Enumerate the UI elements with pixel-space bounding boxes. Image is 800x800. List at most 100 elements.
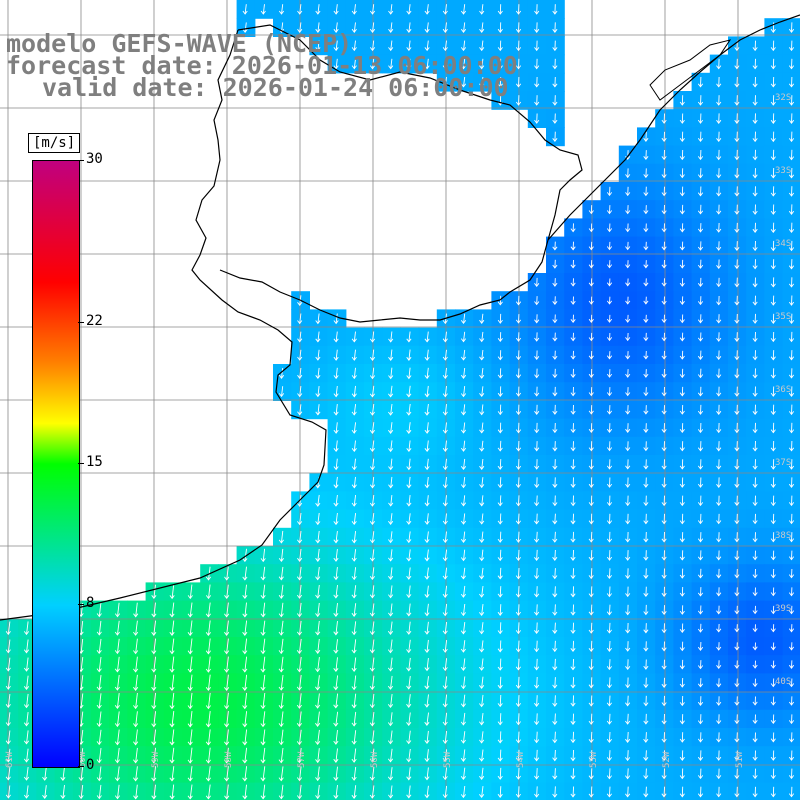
wind-arrow — [369, 331, 376, 343]
wind-arrow — [296, 638, 302, 655]
wind-arrow — [151, 747, 157, 764]
colorbar-tick-mark — [78, 160, 84, 161]
wind-arrow — [406, 440, 412, 453]
wind-arrow — [643, 241, 649, 251]
coastline-path — [0, 29, 327, 621]
wind-arrow — [679, 168, 685, 179]
wind-arrow — [333, 313, 339, 325]
title-valid-date: valid date: 2026-01-24 06:00:00 — [42, 73, 509, 102]
wind-arrow — [497, 749, 503, 762]
wind-arrow — [442, 4, 448, 15]
wind-arrow — [351, 349, 357, 361]
wind-arrow — [205, 674, 211, 692]
wind-arrow — [315, 784, 321, 800]
wind-arrow — [315, 584, 321, 599]
wind-arrow — [788, 477, 795, 488]
wind-arrow — [679, 149, 685, 161]
wind-arrow — [515, 4, 522, 15]
wind-arrow — [588, 387, 594, 397]
wind-arrow — [242, 729, 248, 746]
wind-arrow — [406, 403, 412, 416]
wind-arrow — [497, 313, 503, 324]
wind-arrow — [752, 477, 758, 488]
wind-arrow — [552, 422, 558, 434]
wind-arrow — [351, 585, 357, 599]
wind-arrow — [497, 332, 503, 343]
wind-arrow — [552, 314, 558, 324]
wind-arrow — [734, 241, 740, 252]
wind-arrow — [770, 422, 776, 434]
wind-arrow — [770, 768, 776, 780]
colorbar-tick-mark — [78, 463, 84, 464]
wind-arrow — [242, 711, 248, 728]
wind-arrow — [788, 587, 795, 597]
wind-arrow — [187, 602, 193, 618]
wind-arrow — [734, 76, 740, 88]
wind-arrow — [388, 458, 394, 471]
wind-arrow — [788, 113, 795, 124]
wind-arrow — [460, 603, 466, 617]
wind-arrow — [278, 729, 284, 746]
wind-arrow — [606, 223, 613, 233]
wind-arrow — [479, 786, 485, 799]
wind-arrow — [679, 204, 685, 215]
wind-arrow — [643, 459, 649, 470]
wind-arrow — [5, 748, 11, 763]
wind-arrow — [333, 494, 339, 507]
wind-arrow — [697, 422, 704, 434]
wind-arrow — [788, 368, 795, 379]
wind-arrow — [479, 658, 485, 671]
wind-arrow — [387, 694, 394, 709]
wind-arrow — [534, 76, 540, 88]
wind-arrow — [278, 656, 284, 673]
wind-arrow — [588, 223, 594, 233]
wind-arrow — [78, 766, 84, 782]
wind-arrow — [643, 223, 649, 233]
wind-arrow — [424, 349, 430, 361]
wind-arrow — [479, 458, 485, 470]
wind-arrow — [278, 530, 284, 544]
wind-arrow — [169, 729, 175, 746]
wind-arrow — [169, 584, 175, 600]
wind-arrow — [679, 477, 685, 488]
wind-arrow — [788, 732, 795, 743]
wind-arrow — [460, 386, 467, 398]
wind-arrow — [297, 530, 303, 544]
wind-arrow — [679, 513, 685, 525]
wind-arrow — [23, 730, 30, 745]
wind-arrow — [351, 22, 357, 33]
wind-arrow — [716, 58, 722, 70]
wind-arrow — [770, 259, 776, 270]
wind-arrow — [570, 350, 576, 360]
wind-arrow — [679, 532, 685, 543]
wind-arrow — [133, 692, 139, 710]
wind-arrow — [661, 368, 667, 378]
wind-arrow — [169, 766, 175, 782]
longitude-label: 58W — [224, 751, 234, 768]
wind-arrow — [588, 768, 594, 780]
wind-arrow — [716, 532, 722, 543]
latitude-label: 37S — [775, 458, 791, 468]
wind-arrow — [442, 385, 448, 398]
wind-arrow — [643, 205, 649, 215]
wind-arrow — [588, 531, 594, 543]
wind-arrow — [625, 550, 631, 561]
wind-arrow — [788, 768, 795, 780]
wind-arrow — [479, 440, 485, 452]
wind-arrow — [96, 693, 102, 709]
wind-arrow — [296, 620, 303, 636]
wind-arrow — [643, 332, 649, 342]
wind-arrow — [770, 331, 776, 343]
wind-arrow — [661, 695, 667, 707]
wind-arrow — [788, 440, 795, 452]
wind-arrow — [260, 620, 266, 636]
wind-arrow — [625, 495, 631, 507]
wind-arrow — [788, 295, 795, 306]
wind-arrow — [333, 385, 339, 398]
wind-arrow — [133, 784, 139, 800]
wind-arrow — [679, 586, 685, 597]
wind-arrow — [515, 658, 521, 671]
wind-arrow — [315, 22, 321, 33]
wind-arrow — [351, 40, 357, 52]
wind-arrow — [716, 295, 722, 306]
